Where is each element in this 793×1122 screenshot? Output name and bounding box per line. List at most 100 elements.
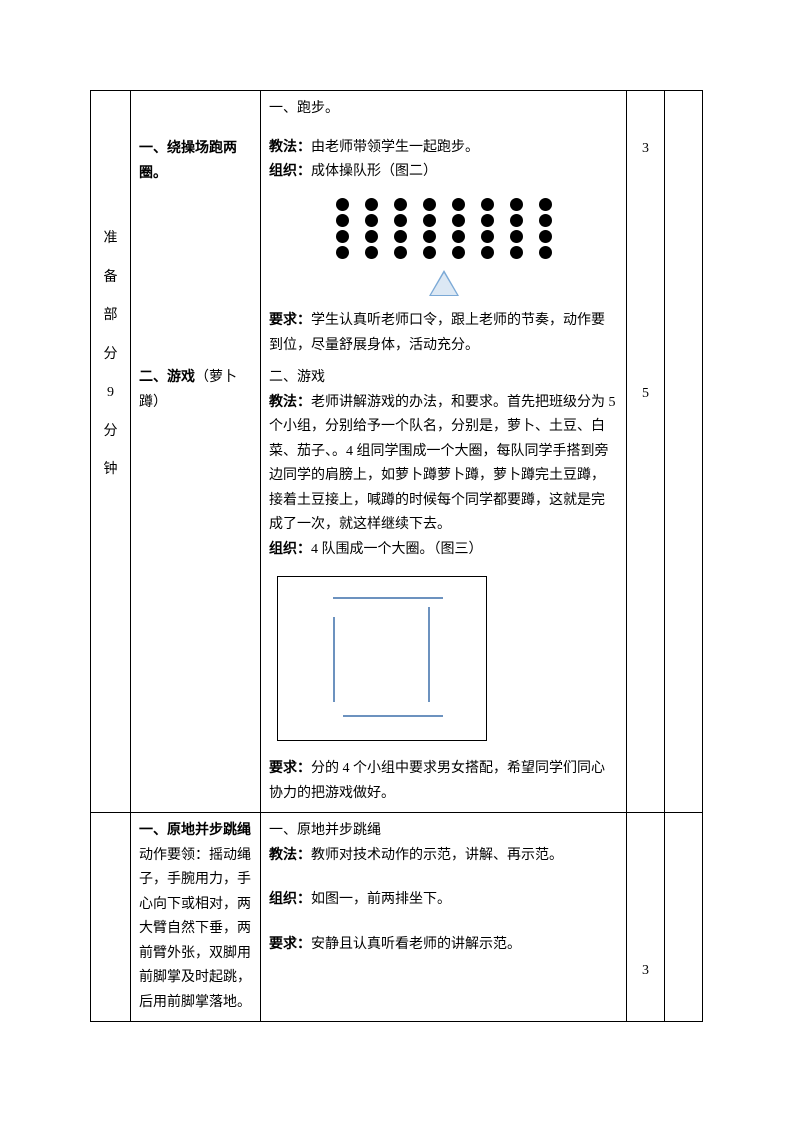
label-char: 钟 [104,458,118,483]
count-cell-1 [665,91,703,813]
dot-icon [365,246,378,259]
dot-icon [336,214,349,227]
activity-list: 一、绕操场跑两圈。 二、游戏（萝卜蹲） [139,97,252,415]
triangle-icon [429,270,459,296]
label-char: 部 [104,304,118,329]
method-text: 老师讲解游戏的办法，和要求。首先把班级分为 5 个小组，分别给予一个队名，分别是… [269,395,616,533]
method-line-2: 教法：老师讲解游戏的办法，和要求。首先把班级分为 5 个小组，分别给予一个队名，… [269,391,618,538]
req-line: 要求：学生认真听老师口令，跟上老师的节奏，动作要到位，尽量舒展身体，活动充分。 [269,309,618,358]
label-org: 组织： [269,892,311,907]
section-heading: 一、原地并步跳绳 [269,819,618,844]
org-text: 4 队围成一个大圈。（图三） [311,542,483,557]
org-line: 组织：如图一，前两排坐下。 [269,888,618,913]
dot-icon [452,230,465,243]
time-cell-1: 3 5 [627,91,665,813]
dot-icon [365,230,378,243]
label-char: 分 [104,420,118,445]
dot-icon [481,230,494,243]
dot-icon [510,214,523,227]
section-heading: 一、跑步。 [269,97,618,122]
label-char: 分 [104,343,118,368]
label-teach: 教法： [269,395,311,410]
dot-icon [365,214,378,227]
activity-item-2: 二、游戏（萝卜蹲） [139,366,252,415]
org-text: 如图一，前两排坐下。 [311,892,451,907]
label-teach: 教法： [269,140,311,155]
lesson-plan-table: 准 备 部 分 9 分 钟 一、绕操场跑两圈。 二、游戏（萝卜蹲） 一、跑步。 … [90,90,703,1022]
label-req: 要求： [269,937,311,952]
method-cell: 一、跑步。 教法：由老师带领学生一起跑步。 组织：成体操队形（图二） 要求：学生… [261,91,627,813]
label-req: 要求： [269,761,311,776]
req-text: 分的 4 个小组中要求男女搭配，希望同学们同心协力的把游戏做好。 [269,761,605,801]
req-line: 要求：安静且认真听看老师的讲解示范。 [269,933,618,958]
dot-icon [539,246,552,259]
dot-icon [423,246,436,259]
dot-icon [539,230,552,243]
activity-item-1: 一、绕操场跑两圈。 [139,137,252,186]
activity-body: 动作要领：摇动绳子，手腕用力，手心向下或相对，两大臂自然下垂，两前臂外张，双脚用… [139,844,252,1016]
dot-icon [365,198,378,211]
time-value: 5 [642,162,649,407]
req-line-2: 要求：分的 4 个小组中要求男女搭配，希望同学们同心协力的把游戏做好。 [269,757,618,806]
dot-icon [394,214,407,227]
page-container: 准 备 部 分 9 分 钟 一、绕操场跑两圈。 二、游戏（萝卜蹲） 一、跑步。 … [0,0,793,1082]
dot-icon [394,198,407,211]
dot-icon [452,246,465,259]
method-text: 教师对技术动作的示范，讲解、再示范。 [311,848,563,863]
section-label-cell: 准 备 部 分 9 分 钟 [91,91,131,813]
time-cell-2: 3 [627,813,665,1022]
activity-cell: 一、绕操场跑两圈。 二、游戏（萝卜蹲） [131,91,261,813]
time-value: 3 [635,819,656,984]
dots-row [269,230,618,243]
label-org: 组织： [269,542,311,557]
method-cell-2: 一、原地并步跳绳 教法：教师对技术动作的示范，讲解、再示范。 组织：如图一，前两… [261,813,627,1022]
req-text: 安静且认真听看老师的讲解示范。 [311,937,521,952]
org-text: 成体操队形（图二） [311,164,437,179]
dot-icon [394,230,407,243]
label-req: 要求： [269,313,311,328]
table-row: 准 备 部 分 9 分 钟 一、绕操场跑两圈。 二、游戏（萝卜蹲） 一、跑步。 … [91,91,703,813]
vertical-label: 准 备 部 分 9 分 钟 [99,97,122,483]
time-value: 3 [642,137,649,162]
dot-icon [452,198,465,211]
dot-icon [452,214,465,227]
dot-icon [481,246,494,259]
dot-icon [336,246,349,259]
dot-icon [423,198,436,211]
org-line-2: 组织：4 队围成一个大圈。（图三） [269,538,618,563]
table-row: 一、原地并步跳绳 动作要领：摇动绳子，手腕用力，手心向下或相对，两大臂自然下垂，… [91,813,703,1022]
formation-diagram [269,185,618,310]
activity-2-title: 二、游戏 [139,370,195,385]
method-line: 教法：教师对技术动作的示范，讲解、再示范。 [269,844,618,869]
dot-icon [481,214,494,227]
dot-icon [510,230,523,243]
dot-icon [539,198,552,211]
label-org: 组织： [269,164,311,179]
label-teach: 教法： [269,848,311,863]
section-label-cell-2 [91,813,131,1022]
dot-icon [336,230,349,243]
dot-icon [481,198,494,211]
method-text: 由老师带领学生一起跑步。 [311,140,479,155]
activity-title: 一、原地并步跳绳 [139,819,252,844]
circle-diagram [277,576,487,741]
dot-icon [394,246,407,259]
activity-cell-2: 一、原地并步跳绳 动作要领：摇动绳子，手腕用力，手心向下或相对，两大臂自然下垂，… [131,813,261,1022]
dot-icon [336,198,349,211]
dots-row [269,214,618,227]
org-line: 组织：成体操队形（图二） [269,160,618,185]
dots-row [269,246,618,259]
section-heading-2: 二、游戏 [269,366,618,391]
dot-icon [539,214,552,227]
label-char: 准 [104,227,118,252]
dot-icon [423,230,436,243]
dots-row [269,198,618,211]
dot-icon [510,198,523,211]
dot-icon [423,214,436,227]
label-char: 9 [107,381,114,406]
count-cell-2 [665,813,703,1022]
dot-icon [510,246,523,259]
method-line: 教法：由老师带领学生一起跑步。 [269,136,618,161]
label-char: 备 [104,266,118,291]
req-text: 学生认真听老师口令，跟上老师的节奏，动作要到位，尽量舒展身体，活动充分。 [269,313,605,353]
